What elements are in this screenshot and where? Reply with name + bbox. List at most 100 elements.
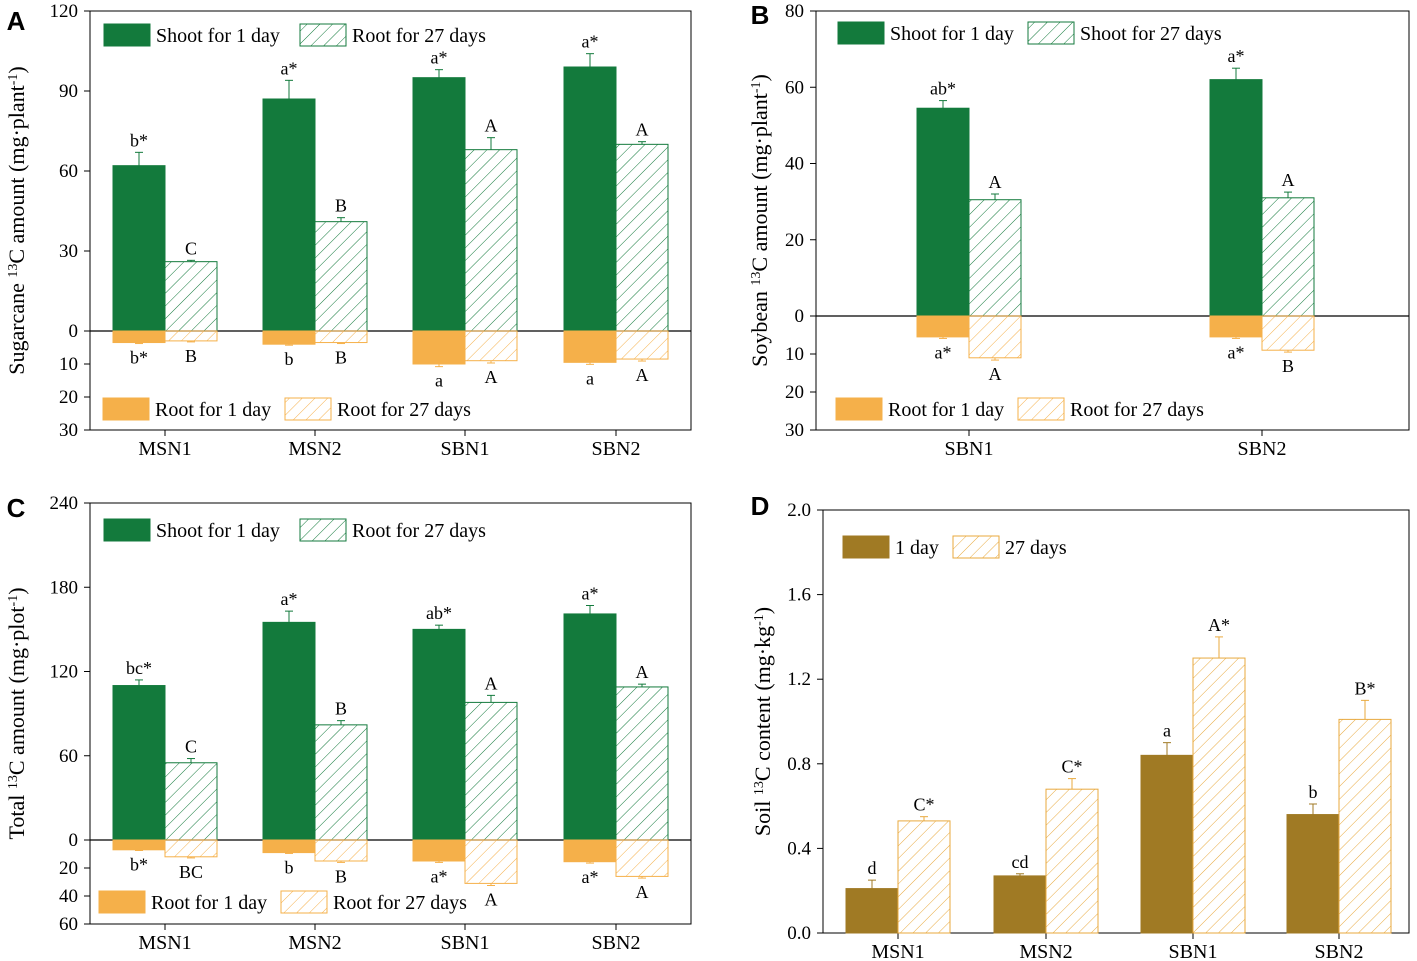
panel-b-y-tick-label: 20 (785, 382, 804, 403)
panel-c-bar-top (563, 613, 617, 841)
panel-d-y-tick-label: 0.8 (787, 754, 811, 775)
panel-a-legend-bottom-1-label: Root for 1 day (155, 399, 271, 421)
panel-d-sig-label: A* (1208, 615, 1230, 635)
panel-c-bar-top (615, 686, 669, 841)
panel-b-bar-top (1261, 197, 1315, 317)
panel-c-category-label: SBN1 (441, 932, 490, 954)
panel-b-sig-label: a* (1228, 46, 1245, 66)
panel-b-y-tick-label: 60 (785, 77, 804, 98)
panel-d-category-label: SBN1 (1169, 941, 1218, 961)
panel-b-y-tick-label: 10 (785, 344, 804, 365)
panel-d-bar (1338, 718, 1392, 934)
panel-a-y-tick-label: 10 (59, 354, 78, 375)
panel-a-frame (89, 10, 692, 431)
panel-c-category-label: MSN1 (138, 932, 191, 954)
panel-b-sig-label: A (989, 364, 1002, 384)
panel-c-legend-bottom-2-swatch (280, 890, 328, 914)
panel-b-legend-top-1-label: Shoot for 1 day (890, 23, 1014, 45)
panel-c-sig-label: B (335, 699, 347, 719)
panel-c-y-tick-label: 40 (59, 886, 78, 907)
panel-a-bar-top (412, 77, 466, 332)
panel-b-bar-top (1209, 79, 1263, 317)
panel-c-legend-top-1-label: Shoot for 1 day (156, 520, 280, 542)
panel-a-y-tick-label: 120 (50, 1, 79, 22)
panel-d-sig-label: cd (1012, 852, 1029, 872)
panel-a-bar-bottom (615, 330, 669, 360)
panel-b-bar-top (916, 107, 970, 317)
panel-c-y-tick-label: 240 (50, 493, 79, 514)
panel-a-sig-label: B (335, 348, 347, 368)
panel-b-legend-top-2-label: Shoot for 27 days (1080, 23, 1222, 45)
panel-b-y-tick-label: 0 (795, 306, 805, 327)
panel-c-bar-top (314, 724, 368, 841)
panel-c-y-tick-label: 60 (59, 914, 78, 935)
panel-c-category-label: MSN2 (288, 932, 341, 954)
panel-b-legend-top-2-swatch (1027, 21, 1075, 45)
panel-b-bar-top (968, 199, 1022, 317)
panel-c-bar-top (112, 685, 166, 841)
panel-d-sig-label: a (1163, 721, 1171, 741)
panel-b-sig-label: A (1282, 170, 1295, 190)
panel-d-sig-label: d (868, 858, 877, 878)
panel-d-bar (845, 888, 899, 934)
panel-a-sig-label: A (636, 365, 649, 385)
panel-a-y-axis-label: Sugarcane 13C amount (mg·plant-1) (4, 66, 29, 375)
panel-b-category-label: SBN2 (1238, 438, 1287, 460)
panel-b-sig-label: A (989, 172, 1002, 192)
panel-d-category-label: MSN2 (1019, 941, 1072, 961)
panel-c-sig-label: A (636, 882, 649, 902)
panel-c-sig-label: C (185, 737, 197, 757)
panel-c-bar-bottom (314, 839, 368, 862)
panel-d-bar (1286, 814, 1340, 934)
panel-c-bar-bottom (563, 839, 617, 863)
panel-d-category-label: MSN1 (871, 941, 924, 961)
panel-c-y-tick-label: 20 (59, 858, 78, 879)
panel-c-bar-bottom (412, 839, 466, 862)
panel-a-bar-top (164, 261, 218, 332)
panel-c-bar-top (262, 621, 316, 841)
panel-a-sig-label: a (435, 371, 443, 391)
panel-b-y-tick-label: 40 (785, 154, 804, 175)
panel-c-legend-bottom-1-swatch (98, 890, 146, 914)
panel-a-sig-label: b* (130, 130, 148, 150)
panel-c-legend-top-2-swatch (299, 518, 347, 542)
panel-a-sig-label: A (485, 116, 498, 136)
panel-d-letter: D (751, 491, 770, 521)
panel-a-y-tick-label: 0 (69, 321, 79, 342)
panel-a-legend-top-1-swatch (103, 23, 151, 47)
panel-a-bar-bottom (314, 330, 368, 344)
panel-b-bar-bottom (1209, 315, 1263, 338)
panel-c-sig-label: A (485, 673, 498, 693)
panel-d-y-tick-label: 0.4 (787, 838, 811, 859)
panel-c-bar-bottom (615, 839, 669, 877)
panel-c-y-tick-label: 120 (50, 662, 79, 683)
panel-c-sig-label: A (485, 890, 498, 910)
panel-d-bar (897, 820, 951, 934)
panel-c-legend-top-2-label: Root for 27 days (352, 520, 486, 542)
panel-a-sig-label: a* (431, 48, 448, 68)
panel-d-y-tick-label: 1.2 (787, 669, 811, 690)
panel-a-legend-bottom-2-swatch (284, 397, 332, 421)
panel-a-legend-top-2-label: Root for 27 days (352, 25, 486, 47)
panel-b-sig-label: a* (1228, 342, 1245, 362)
panel-a-bar-bottom (262, 330, 316, 345)
panel-a-sig-label: b* (130, 348, 148, 368)
panel-c-sig-label: b (285, 857, 294, 877)
panel-a-bar-bottom (164, 330, 218, 342)
panel-c-bar-bottom (164, 839, 218, 858)
panel-a-sig-label: a* (582, 32, 599, 52)
panel-a-bar-top (112, 165, 166, 332)
panel-c-sig-label: A (636, 662, 649, 682)
panel-c-sig-label: ab* (426, 603, 452, 623)
panel-c: C 0 60 120 180 240 20 40 60 MSN1 MSN2 SBN1 SBN2 bc* a*… (4, 493, 692, 954)
panel-a-y-tick-label: 30 (59, 420, 78, 441)
panel-a-category-label: MSN1 (138, 438, 191, 460)
panel-a-bar-bottom (464, 330, 518, 362)
panel-a-bar-bottom (563, 330, 617, 363)
panel-b-y-tick-label: 80 (785, 1, 804, 22)
panel-b-legend-bottom-2-label: Root for 27 days (1070, 399, 1204, 421)
panel-b-sig-label: a* (935, 342, 952, 362)
panel-b-frame (815, 10, 1410, 431)
panel-c-sig-label: a* (582, 584, 599, 604)
